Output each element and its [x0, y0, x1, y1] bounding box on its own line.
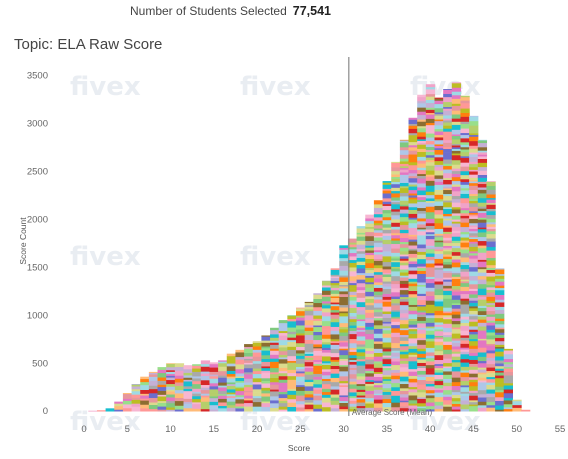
students-selected-summary: Number of Students Selected 77,541 — [130, 4, 331, 18]
x-tick-label: 40 — [425, 424, 436, 435]
histogram-bar — [512, 399, 522, 412]
watermark-text: fivex — [240, 407, 311, 437]
histogram-bar — [521, 409, 531, 412]
histogram-bar — [96, 410, 107, 412]
histogram-bar — [365, 214, 375, 412]
x-tick-label: 10 — [165, 424, 176, 435]
y-tick-label: 0 — [43, 406, 48, 417]
histogram-bar — [131, 384, 141, 412]
y-tick-label: 2500 — [27, 166, 48, 177]
watermark-text: fivex — [70, 407, 141, 437]
topic-title: Topic: ELA Raw Score — [14, 36, 163, 53]
y-axis-label: Score Count — [18, 217, 28, 265]
x-tick-label: 5 — [125, 424, 130, 435]
histogram-bar — [339, 245, 349, 412]
histogram-bar — [166, 363, 176, 412]
histogram-bar — [183, 365, 193, 412]
histogram-bar — [235, 349, 245, 412]
x-tick-label: 15 — [209, 424, 220, 435]
mean-score-label: Average Score (Mean) — [352, 408, 433, 417]
x-tick-label: 30 — [338, 424, 349, 435]
x-tick-label: 45 — [468, 424, 479, 435]
watermark-text: fivex — [70, 242, 141, 272]
histogram-bar — [321, 280, 332, 412]
y-axis-ticks: 0 500 1000 1500 2000 2500 3000 3500 — [27, 71, 48, 418]
histogram-bar — [192, 364, 202, 412]
histogram-bar — [105, 408, 115, 412]
x-tick-label: 55 — [555, 424, 566, 435]
x-tick-label: 35 — [382, 424, 393, 435]
histogram-bar — [503, 348, 513, 412]
histogram-bar — [408, 117, 418, 412]
histogram-bar — [296, 307, 306, 412]
x-tick-label: 20 — [252, 424, 263, 435]
histogram-bar — [330, 268, 340, 412]
histogram-bar — [434, 97, 444, 412]
histogram-bar — [399, 139, 410, 412]
histogram-bar — [287, 315, 297, 412]
histogram-bar — [226, 353, 237, 412]
y-tick-label: 500 — [32, 358, 48, 369]
histogram-bar — [391, 161, 401, 412]
students-selected-value: 77,541 — [292, 4, 331, 18]
histogram-bar — [140, 376, 150, 412]
x-tick-label: 0 — [81, 424, 86, 435]
histogram-bar — [382, 181, 392, 412]
histogram-bar — [252, 341, 262, 412]
histogram-bar — [278, 320, 288, 412]
histogram-bar — [88, 410, 98, 412]
histogram-bar — [425, 84, 436, 412]
histogram-bars — [88, 82, 531, 412]
histogram-bar — [200, 360, 211, 412]
x-tick-label: 25 — [295, 424, 306, 435]
histogram-bar — [261, 335, 271, 412]
x-tick-label: 50 — [511, 424, 522, 435]
histogram-bar — [356, 226, 366, 412]
histogram-bar — [477, 139, 488, 412]
y-tick-label: 1500 — [27, 262, 48, 273]
y-tick-label: 3500 — [27, 71, 48, 82]
histogram-bar — [148, 371, 159, 412]
histogram-bar — [460, 95, 470, 412]
histogram-bar — [218, 360, 228, 412]
histogram-bar — [313, 293, 323, 412]
histogram-bar — [244, 344, 254, 412]
histogram-bar — [174, 363, 185, 412]
histogram-bar — [122, 392, 133, 412]
histogram-bar — [443, 89, 453, 412]
watermark-text: fivex — [410, 407, 481, 437]
histogram-bar — [347, 238, 358, 412]
x-axis-label: Score — [288, 443, 310, 453]
watermark-text: fivex — [70, 72, 141, 102]
students-selected-label: Number of Students Selected — [130, 4, 287, 18]
histogram-bar — [157, 367, 167, 412]
y-tick-label: 1000 — [27, 310, 48, 321]
y-tick-label: 3000 — [27, 119, 48, 130]
x-axis-ticks: 0 5 10 15 20 25 30 35 40 45 50 55 — [81, 424, 565, 435]
histogram-bar — [270, 327, 280, 412]
histogram-bar — [469, 115, 479, 412]
watermark-text: fivex — [240, 72, 311, 102]
histogram-bar — [373, 200, 384, 412]
watermark-text: fivex — [240, 242, 311, 272]
histogram-bar — [495, 268, 505, 412]
histogram-bar — [304, 301, 314, 412]
histogram-bar — [114, 401, 124, 412]
histogram-bar — [451, 82, 462, 412]
histogram-bar — [417, 94, 427, 412]
histogram-bar — [486, 181, 496, 412]
histogram-bar — [209, 362, 219, 412]
y-tick-label: 2000 — [27, 214, 48, 225]
